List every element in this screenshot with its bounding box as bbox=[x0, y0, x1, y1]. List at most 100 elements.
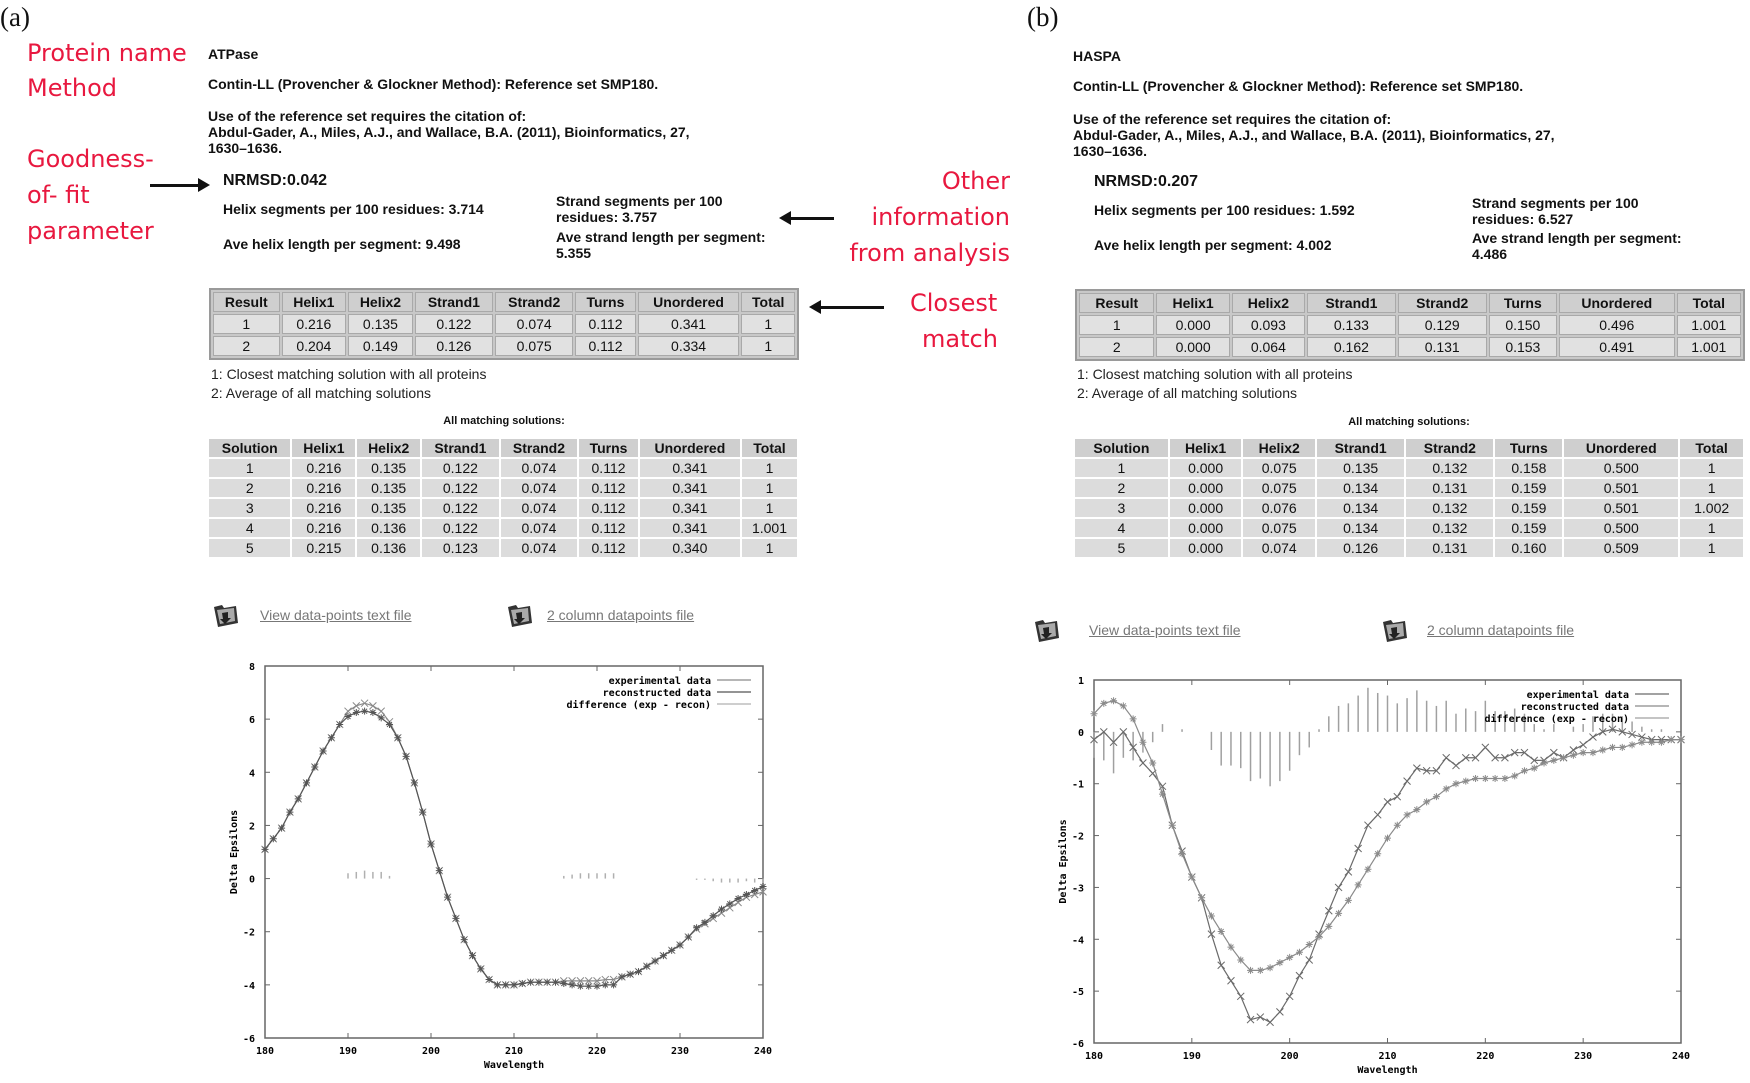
table-cell: 0.334 bbox=[637, 336, 740, 356]
data-point bbox=[1589, 749, 1597, 757]
table-cell: 0.131 bbox=[1406, 539, 1496, 557]
arrow-left bbox=[820, 306, 884, 309]
x-axis-label: Wavelength bbox=[1357, 1065, 1417, 1076]
data-point bbox=[352, 702, 361, 710]
arrow-left bbox=[790, 217, 834, 220]
data-point bbox=[344, 712, 352, 720]
table-cell: 0.133 bbox=[1307, 315, 1396, 335]
data-point bbox=[336, 720, 344, 728]
data-point bbox=[1246, 1015, 1255, 1024]
column-header: Turns bbox=[575, 292, 636, 312]
table-cell: 0.131 bbox=[1406, 479, 1496, 497]
column-header: Result bbox=[1079, 293, 1155, 313]
data-point bbox=[1256, 966, 1264, 974]
data-point bbox=[444, 893, 452, 901]
data-point bbox=[1569, 751, 1577, 759]
data-point bbox=[361, 707, 369, 715]
table-cell: 0.215 bbox=[292, 539, 358, 557]
strand-segments-2: residues: 6.527 bbox=[1472, 211, 1574, 227]
series-line-reconstructed bbox=[264, 710, 764, 987]
table-cell: 4 bbox=[1075, 519, 1170, 537]
data-point bbox=[1422, 766, 1431, 775]
table-cell: 1 bbox=[1680, 479, 1745, 497]
table-cell: 0.074 bbox=[495, 314, 574, 334]
data-point bbox=[659, 952, 667, 960]
data-point bbox=[1452, 780, 1460, 788]
data-point bbox=[1227, 976, 1235, 985]
data-point bbox=[1628, 730, 1636, 739]
table-cell: 1.002 bbox=[1680, 499, 1745, 517]
table-cell: 0.126 bbox=[1317, 539, 1407, 557]
column-header: Strand2 bbox=[1406, 439, 1496, 457]
data-point bbox=[319, 747, 327, 755]
data-point bbox=[510, 981, 518, 989]
data-point bbox=[1530, 756, 1539, 765]
table-cell: 0.491 bbox=[1559, 337, 1675, 357]
data-point bbox=[1638, 733, 1646, 741]
table-cell: 0.074 bbox=[500, 479, 580, 497]
folder-download-icon[interactable] bbox=[506, 601, 534, 629]
y-tick-label: 4 bbox=[249, 768, 255, 779]
data-point bbox=[1657, 738, 1665, 746]
table-cell: 0.160 bbox=[1495, 539, 1565, 557]
column-header: Helix1 bbox=[292, 439, 358, 457]
data-point bbox=[1403, 811, 1411, 819]
data-point bbox=[552, 978, 559, 986]
data-point bbox=[1677, 736, 1685, 744]
data-point bbox=[394, 734, 402, 742]
series-line-experimental bbox=[1093, 728, 1681, 1024]
data-point bbox=[593, 977, 601, 985]
table-cell: 0.341 bbox=[639, 499, 742, 517]
column-header: Total bbox=[1680, 439, 1745, 457]
data-point bbox=[1139, 738, 1147, 746]
data-point bbox=[1462, 777, 1470, 785]
data-point bbox=[1335, 909, 1343, 917]
solutions-table: Solution Helix1 Helix2 Strand1 Strand2 Turns U… bbox=[1075, 437, 1745, 559]
data-point bbox=[1207, 930, 1216, 938]
table-cell: 0.204 bbox=[281, 336, 347, 356]
data-point bbox=[1354, 881, 1362, 889]
view-data-points-link[interactable]: View data-points text file bbox=[1089, 622, 1241, 638]
note-line: 2: Average of all matching solutions bbox=[1077, 385, 1297, 401]
data-point bbox=[1481, 775, 1489, 783]
table-cell: 0.122 bbox=[414, 314, 494, 334]
data-point bbox=[751, 887, 759, 895]
table-cell: 0.134 bbox=[1317, 499, 1407, 517]
data-point bbox=[576, 982, 584, 990]
data-point bbox=[1344, 896, 1352, 904]
data-point bbox=[261, 845, 269, 853]
column-header: Strand2 bbox=[495, 292, 574, 312]
table-cell: 1 bbox=[1680, 519, 1745, 537]
helix-segments: Helix segments per 100 residues: 1.592 bbox=[1094, 202, 1355, 218]
data-point bbox=[369, 702, 377, 710]
data-point bbox=[1618, 728, 1627, 736]
table-header-row: Solution Helix1 Helix2 Strand1 Strand2 Turns U… bbox=[209, 439, 799, 457]
folder-download-icon[interactable] bbox=[1381, 616, 1409, 644]
column-header: Total bbox=[741, 292, 795, 312]
two-column-datapoints-link[interactable]: 2 column datapoints file bbox=[1427, 622, 1575, 638]
folder-download-icon[interactable] bbox=[1033, 616, 1061, 644]
data-point bbox=[1628, 741, 1636, 749]
citation-line: Abdul-Gader, A., Miles, A.J., and Wallac… bbox=[1073, 127, 1555, 143]
y-tick-label: 1 bbox=[1078, 676, 1084, 687]
folder-download-icon[interactable] bbox=[212, 601, 240, 629]
data-point bbox=[327, 734, 335, 742]
data-point bbox=[1119, 728, 1128, 736]
view-data-points-link[interactable]: View data-points text file bbox=[260, 607, 412, 623]
data-point bbox=[1227, 943, 1235, 951]
x-tick-label: 210 bbox=[1378, 1051, 1396, 1062]
data-point bbox=[726, 900, 734, 908]
data-point bbox=[1276, 959, 1284, 967]
column-header: Helix2 bbox=[1231, 293, 1305, 313]
data-point bbox=[1237, 956, 1245, 964]
two-column-datapoints-link[interactable]: 2 column datapoints file bbox=[547, 607, 695, 623]
y-tick-label: 6 bbox=[249, 715, 255, 726]
legend-label: difference (exp - recon) bbox=[1485, 713, 1630, 725]
table-cell: 0.341 bbox=[639, 459, 742, 477]
table-cell: 0.000 bbox=[1169, 459, 1244, 477]
citation-line: Use of the reference set requires the ci… bbox=[1073, 111, 1392, 127]
strand-segments-1: Strand segments per 100 bbox=[1472, 195, 1639, 211]
data-point bbox=[1667, 736, 1675, 744]
data-point bbox=[1510, 748, 1519, 757]
